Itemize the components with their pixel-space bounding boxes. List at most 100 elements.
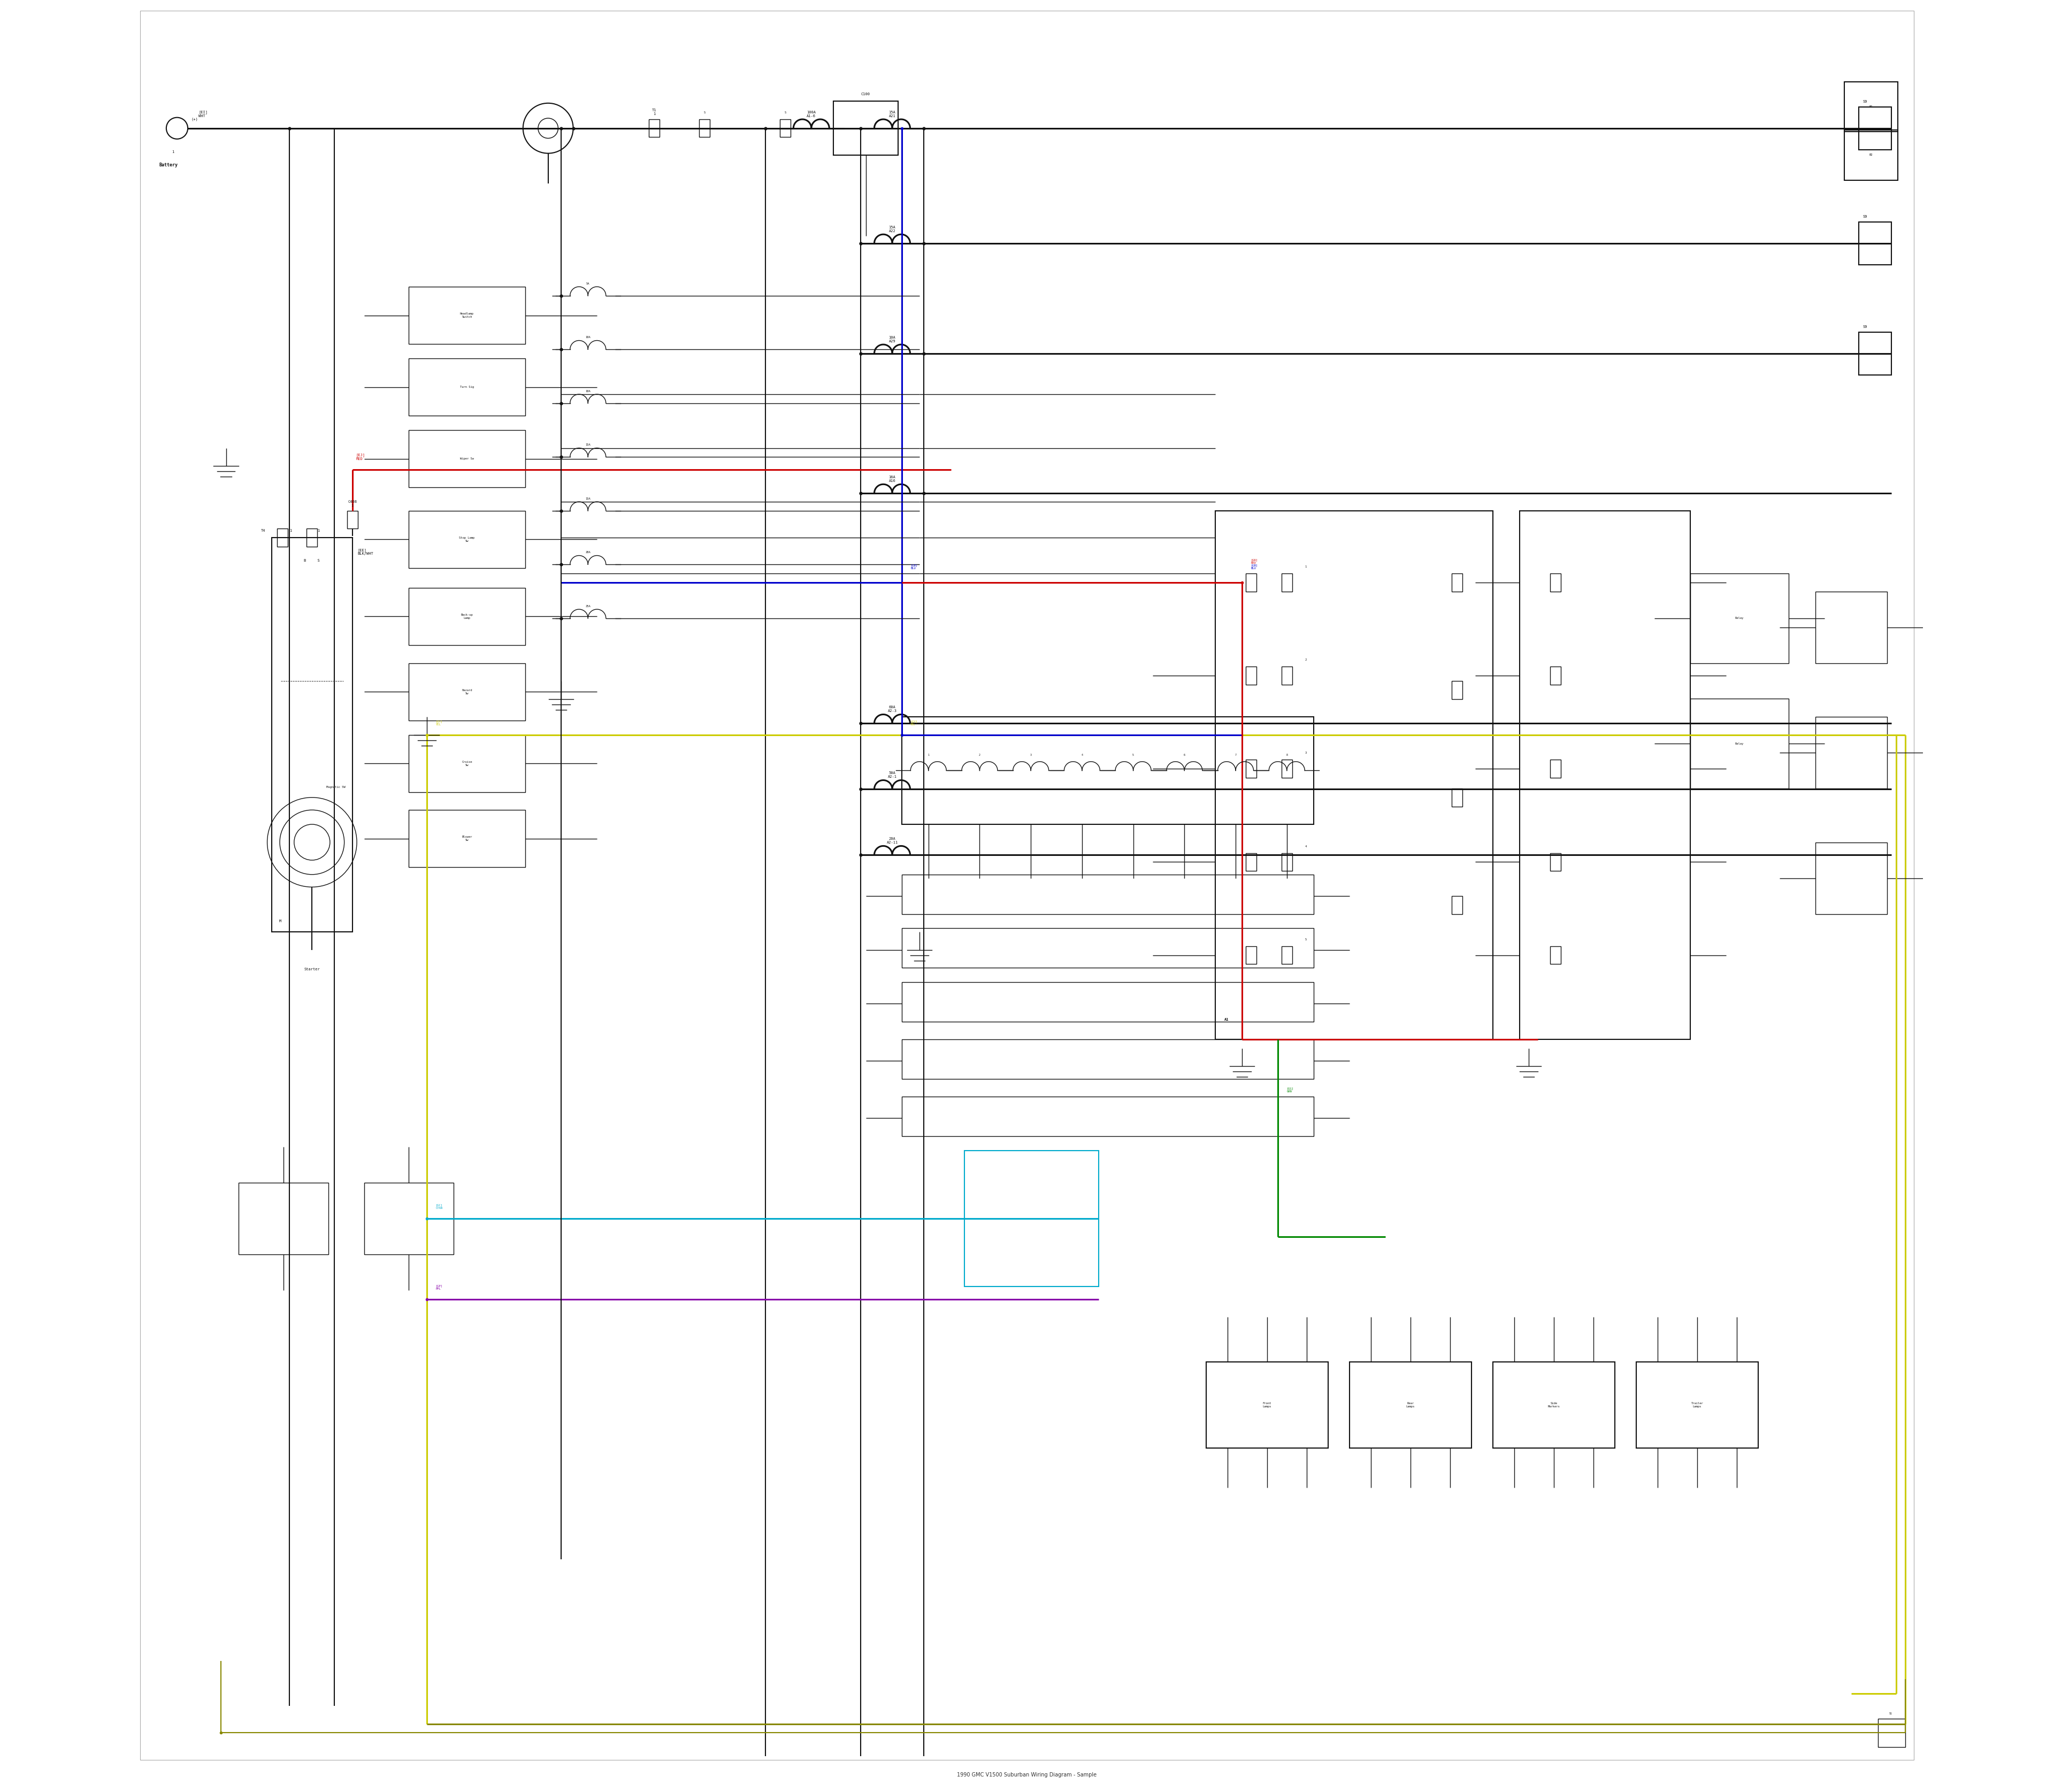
Bar [1859, 108, 1892, 151]
Bar [1551, 853, 1561, 871]
Bar [271, 538, 353, 932]
Bar [834, 102, 898, 156]
Bar [347, 511, 357, 529]
Bar [649, 120, 659, 138]
Text: 20A: 20A [585, 552, 592, 554]
Text: B2: B2 [1869, 154, 1873, 156]
Text: [GR]
RED: [GR] RED [1251, 559, 1257, 564]
Text: 20A
A2-11: 20A A2-11 [887, 837, 898, 844]
Text: Stop Lamp
Sw: Stop Lamp Sw [460, 536, 474, 543]
Text: [GC]
CYAN: [GC] CYAN [435, 1204, 442, 1210]
Bar [963, 1150, 1099, 1287]
Bar [1816, 842, 1888, 914]
Text: Wiper Sw: Wiper Sw [460, 457, 474, 461]
Text: T1
1: T1 1 [651, 109, 657, 116]
Text: M: M [279, 919, 281, 923]
Bar [364, 1183, 454, 1254]
Text: 15A: 15A [585, 498, 592, 500]
Text: Hazard
Sw: Hazard Sw [462, 688, 472, 695]
Text: S1: S1 [1890, 1713, 1892, 1715]
Bar [1349, 1362, 1471, 1448]
Text: Front
Lamps: Front Lamps [1263, 1401, 1271, 1409]
Bar [1216, 511, 1493, 1039]
Text: [GY]
YEL: [GY] YEL [435, 720, 442, 726]
Bar [1452, 896, 1462, 914]
Bar [902, 1097, 1315, 1136]
Text: Rear
Lamps: Rear Lamps [1407, 1401, 1415, 1409]
Text: S9: S9 [1863, 215, 1867, 219]
Text: 60A
A2-3: 60A A2-3 [887, 706, 898, 713]
Text: 10A
A29: 10A A29 [889, 335, 896, 342]
Text: Back-up
Lamp: Back-up Lamp [460, 613, 472, 620]
Bar [902, 717, 1315, 824]
Text: [GB]
BLU: [GB] BLU [910, 564, 918, 570]
Bar [277, 529, 288, 547]
Text: Turn Sig: Turn Sig [460, 385, 474, 389]
Bar [1493, 1362, 1614, 1448]
Bar [1452, 681, 1462, 699]
Bar [409, 287, 526, 344]
Bar [781, 120, 791, 138]
Bar [698, 120, 711, 138]
Text: B     S: B S [304, 559, 320, 563]
Text: [GB]
BLU: [GB] BLU [1251, 564, 1257, 570]
Bar [1551, 573, 1561, 591]
Text: Battery: Battery [158, 163, 179, 168]
Bar [1245, 853, 1257, 871]
Bar [1245, 760, 1257, 778]
Bar [1859, 222, 1892, 265]
Text: 10A: 10A [585, 337, 592, 339]
Text: A1: A1 [1224, 1018, 1228, 1021]
Bar [238, 1183, 329, 1254]
Text: 15A
A22: 15A A22 [889, 226, 896, 233]
Text: 50A
A2-1: 50A A2-1 [887, 771, 898, 778]
Bar [1282, 667, 1292, 685]
Text: Starter: Starter [304, 968, 320, 971]
Bar [1520, 511, 1690, 1039]
Bar [409, 511, 526, 568]
Text: Blower
Sw: Blower Sw [462, 835, 472, 842]
Bar [1206, 1362, 1329, 1448]
Bar [409, 810, 526, 867]
Text: [GY]
YEL: [GY] YEL [910, 720, 918, 726]
Bar [409, 588, 526, 645]
Text: [GG]
GRN: [GG] GRN [1286, 1088, 1294, 1093]
Bar [1637, 1362, 1758, 1448]
Bar [1877, 1719, 1904, 1747]
Bar [1245, 573, 1257, 591]
Bar [1282, 573, 1292, 591]
Bar [409, 735, 526, 792]
Text: Trailer
Lamps: Trailer Lamps [1690, 1401, 1703, 1409]
Text: 10A: 10A [585, 391, 592, 392]
Text: C100: C100 [861, 93, 871, 97]
Bar [1859, 332, 1892, 375]
Bar [1844, 82, 1898, 133]
Text: Cruise
Sw: Cruise Sw [462, 760, 472, 767]
Text: T4: T4 [261, 529, 265, 532]
Bar [409, 430, 526, 487]
Bar [1690, 573, 1789, 663]
Text: 25A: 25A [585, 606, 592, 607]
Bar [1690, 699, 1789, 788]
Bar [1245, 667, 1257, 685]
Bar [1282, 853, 1292, 871]
Text: [GP]
PPL: [GP] PPL [435, 1285, 442, 1290]
Bar [1816, 717, 1888, 788]
Text: C408
1: C408 1 [347, 500, 357, 507]
Text: 1: 1 [318, 529, 320, 532]
Bar [1282, 760, 1292, 778]
Bar [1551, 760, 1561, 778]
Text: Side
Markers: Side Markers [1549, 1401, 1559, 1409]
Text: 100A
A1-6: 100A A1-6 [807, 111, 815, 118]
Text: B1: B1 [1869, 106, 1873, 108]
Bar [902, 874, 1315, 914]
Bar [306, 529, 318, 547]
Text: [EI]
WHT: [EI] WHT [199, 109, 207, 118]
Bar [902, 1039, 1315, 1079]
Text: [EE]
BLK/WHT: [EE] BLK/WHT [357, 548, 374, 556]
Text: 1: 1 [290, 529, 292, 532]
Bar [1452, 788, 1462, 806]
Text: (+): (+) [191, 118, 197, 122]
Text: 1: 1 [173, 151, 175, 154]
Text: 5A: 5A [585, 283, 589, 285]
